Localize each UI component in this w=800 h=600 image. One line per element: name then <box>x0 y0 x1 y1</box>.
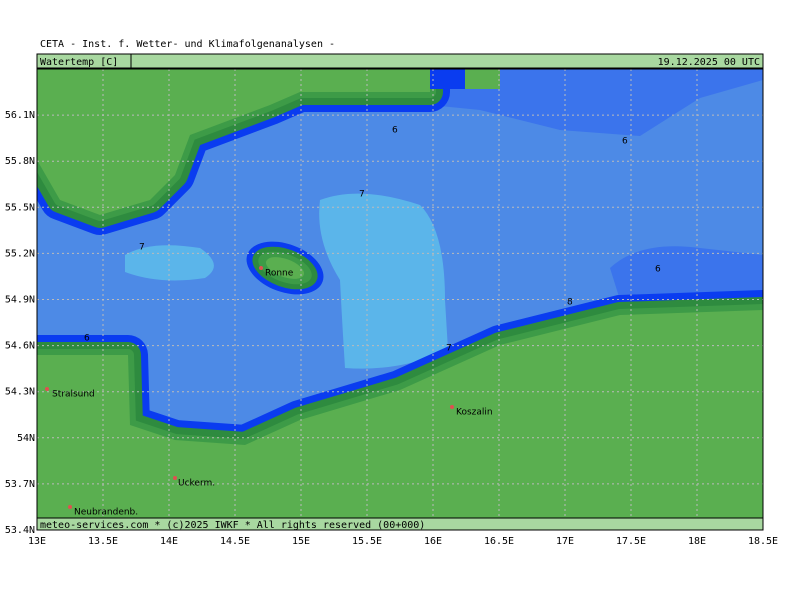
lat-tick-label: 55.2N <box>5 248 35 259</box>
lon-tick-label: 15.5E <box>352 536 382 547</box>
lon-tick-label: 14.5E <box>220 536 250 547</box>
contour-label: 6 <box>655 265 661 275</box>
contour-label: 6 <box>622 137 628 147</box>
city-dot <box>173 476 177 480</box>
lat-tick-label: 54N <box>17 433 35 444</box>
lat-tick-label: 55.5N <box>5 202 35 213</box>
lat-tick-label: 54.3N <box>5 387 35 398</box>
contour-label: 7 <box>139 243 145 253</box>
city-label: Uckerm. <box>178 479 215 489</box>
lon-tick-label: 13E <box>28 536 46 547</box>
lon-tick-label: 18E <box>688 536 706 547</box>
contour-label: 7 <box>446 344 452 354</box>
contour-label: 6 <box>392 126 398 136</box>
title-bar <box>36 53 764 69</box>
lat-tick-label: 53.4N <box>5 525 35 536</box>
lat-tick-label: 56.1N <box>5 110 35 121</box>
header: CETA - Inst. f. Wetter- und Klimafolgena… <box>40 39 335 50</box>
lat-tick-label: 54.9N <box>5 295 35 306</box>
city-dot <box>68 505 72 509</box>
contour-label: 6 <box>84 334 90 344</box>
lon-tick-label: 17.5E <box>616 536 646 547</box>
lon-tick-label: 16.5E <box>484 536 514 547</box>
variable: Watertemp [C] <box>40 57 118 68</box>
lon-tick-label: 14E <box>160 536 178 547</box>
variable-box <box>36 53 132 69</box>
city-label: Ronne <box>265 269 294 279</box>
city-label: Neubrandenb. <box>74 508 138 518</box>
contour-label: 8 <box>567 298 573 308</box>
city-label: Koszalin <box>456 408 493 418</box>
city-dot <box>45 387 49 391</box>
city-label: Stralsund <box>52 390 95 400</box>
valid-time: 19.12.2025 00 UTC <box>658 57 760 68</box>
lat-tick-label: 54.6N <box>5 341 35 352</box>
contour-label: 7 <box>359 190 365 200</box>
city-dot <box>450 405 454 409</box>
footer-bar <box>36 517 764 531</box>
cities: Ronne Stralsund Koszalin Uckerm. Neubran… <box>45 266 493 518</box>
lon-tick-label: 17E <box>556 536 574 547</box>
lon-tick-label: 16E <box>424 536 442 547</box>
map-field <box>37 69 763 530</box>
lon-tick-label: 13.5E <box>88 536 118 547</box>
lon-tick-label: 18.5E <box>748 536 778 547</box>
lat-tick-label: 53.7N <box>5 479 35 490</box>
footer: meteo-services.com * (c)2025 IWKF * All … <box>40 520 425 531</box>
lat-tick-label: 55.8N <box>5 156 35 167</box>
lon-tick-label: 15E <box>292 536 310 547</box>
contour-labels: 6 6 6 7 7 7 8 6 <box>84 126 661 354</box>
city-dot <box>259 266 263 270</box>
